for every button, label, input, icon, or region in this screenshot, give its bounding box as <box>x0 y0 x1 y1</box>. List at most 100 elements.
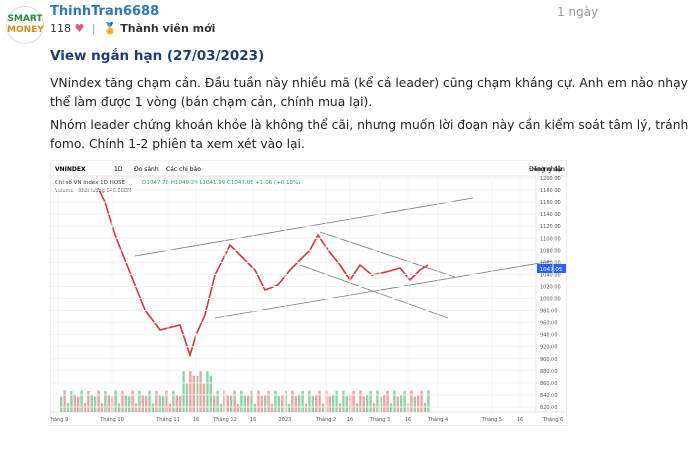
trendline <box>134 197 474 257</box>
volume-bar <box>162 396 165 412</box>
volume-bar <box>141 395 144 412</box>
volume-bar <box>315 395 318 412</box>
volume-bar <box>172 390 175 412</box>
volume-bar <box>148 390 151 412</box>
volume-bar <box>100 403 104 412</box>
y-tick-label: 1160.00 <box>540 200 561 206</box>
user-meta: 118 ♥ | 🏅 Thành viên mới <box>50 22 215 35</box>
volume-bar <box>308 390 311 412</box>
volume-bar <box>267 390 270 412</box>
post-time[interactable]: 1 ngày <box>557 5 599 19</box>
volume-bar <box>372 403 376 412</box>
login[interactable]: Đăng nhập <box>529 166 562 173</box>
guide[interactable]: Hướng dẫn <box>532 166 565 173</box>
volume-bar <box>284 390 287 412</box>
price-badge <box>537 264 566 273</box>
y-tick-label: 860.00 <box>540 381 558 387</box>
volume-bar <box>396 396 399 412</box>
volume-bar <box>369 390 372 412</box>
volume-bar <box>389 403 393 412</box>
x-tick-label: Tháng 12 <box>212 416 237 423</box>
y-tick-label: 940.00 <box>540 333 558 339</box>
volume-bar <box>270 403 274 412</box>
x-tick-label: Tháng 5 <box>481 416 502 423</box>
y-tick-label: 1140.00 <box>540 212 561 218</box>
x-tick-label: 16 <box>250 417 256 423</box>
y-tick-label: 840.00 <box>540 393 558 399</box>
volume-bar <box>253 403 257 412</box>
volume-bar <box>335 390 338 412</box>
username[interactable]: ThinhTran6688 <box>50 4 160 19</box>
volume-bar <box>321 403 325 412</box>
volume-bar <box>219 403 223 412</box>
volume-bar <box>301 390 304 412</box>
y-tick-label: 1060.00 <box>540 260 561 266</box>
volume-bar <box>165 390 168 412</box>
y-tick-label: 1100.00 <box>540 236 561 242</box>
volume-bar <box>117 403 121 412</box>
x-tick-label: Tháng 10 <box>99 416 124 423</box>
volume-bar <box>60 396 63 412</box>
y-tick-label: 1020.00 <box>540 284 561 290</box>
badge-icon: 🏅 <box>103 22 117 35</box>
avatar[interactable]: SMART MONEY <box>6 6 44 44</box>
volume-bar <box>107 395 110 412</box>
y-tick-label: 1200.00 <box>540 176 561 182</box>
volume-bar <box>413 396 416 412</box>
x-tick-label: Tháng 2 <box>315 416 336 423</box>
x-tick-label: Tháng 4 <box>427 416 448 423</box>
volume-bar <box>145 396 148 412</box>
compare[interactable]: Đo sánh <box>134 166 159 173</box>
volume-bar <box>121 390 124 412</box>
volume-bar <box>243 395 246 412</box>
post-title: View ngắn hạn (27/03/2023) <box>50 48 265 64</box>
y-tick-label: 820.00 <box>540 405 558 411</box>
volume-bar <box>206 370 209 412</box>
separator: | <box>91 22 96 35</box>
volume-bar <box>332 395 335 412</box>
volume-bar <box>400 395 403 412</box>
volume-bar <box>196 375 199 412</box>
volume-bar <box>63 390 66 412</box>
volume-bar <box>155 390 158 412</box>
volume-bar <box>247 395 250 412</box>
logo-line: MONEY <box>7 25 44 35</box>
volume-bar <box>77 396 80 412</box>
volume-bar <box>287 403 291 412</box>
volume-bar <box>338 403 342 412</box>
volume-bar <box>403 391 406 412</box>
volume-bar <box>359 390 362 412</box>
volume-bar <box>97 390 100 412</box>
volume-bar <box>318 390 321 412</box>
volume-bar <box>213 395 216 412</box>
interval[interactable]: 1D <box>114 166 123 173</box>
volume-bar <box>423 402 427 412</box>
last-price: 1047.05 <box>540 267 563 273</box>
volume-bar <box>114 390 117 412</box>
volume-bar <box>328 396 331 412</box>
indicators[interactable]: Các chỉ báo <box>166 166 201 173</box>
volume-bar <box>83 403 87 412</box>
volume-bar <box>427 390 430 412</box>
x-tick-label: 16 <box>347 417 353 423</box>
chart-image[interactable]: VNINDEX 1D Đo sánh Các chỉ báo Hướng dẫn… <box>50 160 567 426</box>
volume-bar <box>250 390 253 412</box>
x-tick-label: Tháng 11 <box>155 416 180 423</box>
volume-bar <box>216 390 219 412</box>
x-tick-label: 16 <box>517 417 523 423</box>
volume-bar <box>345 396 348 412</box>
volume-bar <box>128 396 131 412</box>
y-tick-label: 1000.00 <box>540 297 561 303</box>
volume-bar <box>291 390 294 412</box>
heart-icon: ♥ <box>74 22 85 35</box>
likes: 118 <box>50 22 71 35</box>
symbol: VNINDEX <box>55 166 86 173</box>
volume-bar <box>410 390 413 412</box>
volume-bar <box>366 395 369 412</box>
volume-bar <box>294 396 297 412</box>
y-tick-label: 920.00 <box>540 345 558 351</box>
volume-bar <box>342 390 345 412</box>
price-path <box>97 187 429 358</box>
volume-bar <box>158 395 161 412</box>
